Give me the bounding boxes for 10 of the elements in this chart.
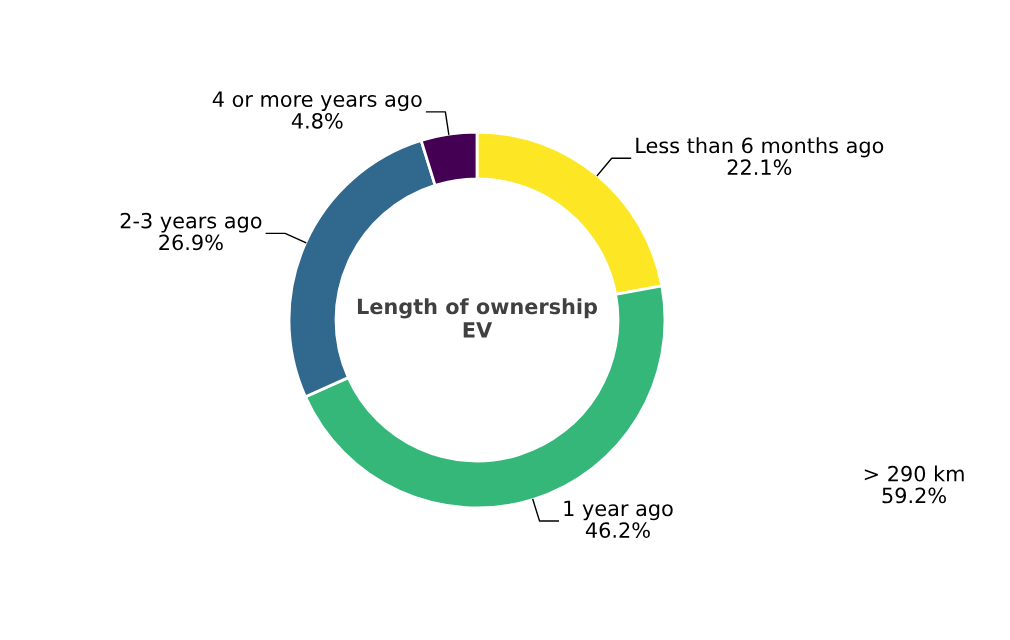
text: > 290 km 59.2% bbox=[864, 465, 964, 504]
data-label: 22.1% bbox=[727, 159, 792, 176]
slice-label: 1 year ago bbox=[564, 500, 673, 521]
text: Length of ownership EV bbox=[357, 298, 598, 338]
data-label: 4.8% bbox=[291, 112, 343, 129]
slice-label: 2-3 years ago bbox=[120, 212, 262, 233]
data-label: 46.2% bbox=[585, 522, 650, 538]
data-label: 26.9% bbox=[159, 234, 223, 251]
slice-label: Less than 6 months ago bbox=[636, 137, 884, 158]
slice-label: 4 or more years ago bbox=[212, 91, 422, 112]
